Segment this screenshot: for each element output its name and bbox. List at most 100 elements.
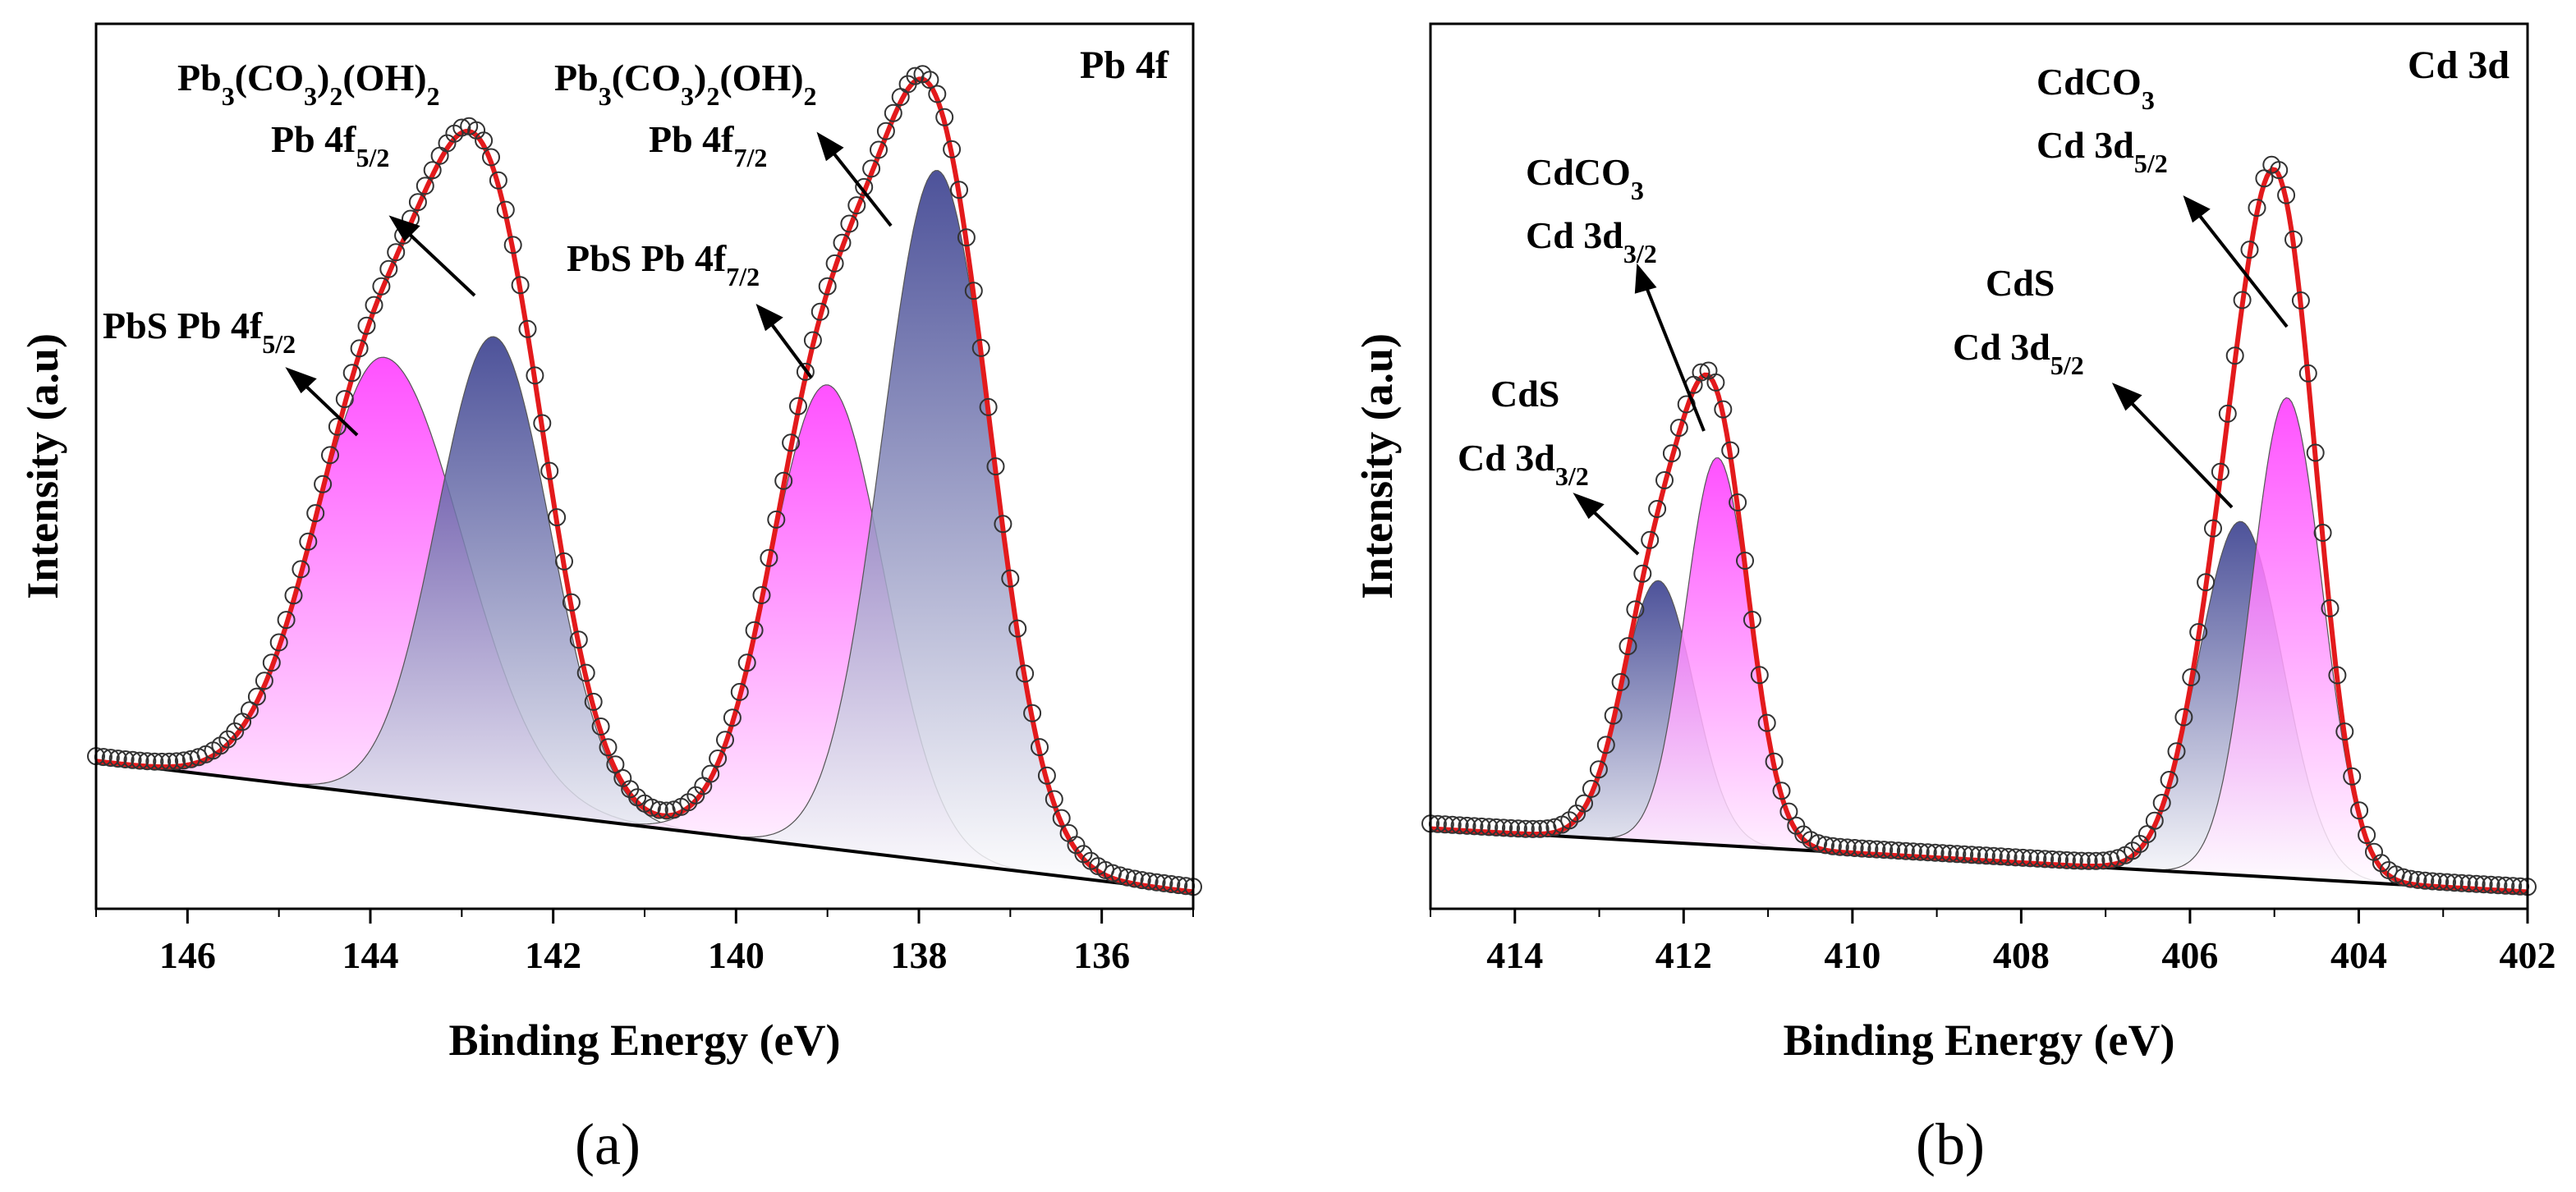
data-point-a	[1162, 875, 1181, 893]
data-point-a	[847, 196, 866, 215]
data-point-a	[730, 682, 749, 701]
corner-label-a: Pb 4f	[1080, 44, 1169, 87]
chart-panel-a: 146 144 142 140 138 136 Binding Energy (eV) I…	[18, 22, 1202, 1177]
data-point-b	[2313, 524, 2332, 542]
data-point-b	[1619, 637, 1637, 656]
data-point-a	[584, 692, 603, 711]
data-point-b	[2197, 573, 2216, 592]
data-point-a	[372, 277, 391, 296]
data-point-b	[2094, 851, 2113, 870]
data-point-a	[1110, 866, 1129, 885]
data-point-a	[810, 302, 829, 321]
annotation-cd3d52-cdco3-line2: Cd 3d5/2	[2036, 124, 2168, 178]
data-point-b	[1765, 752, 1784, 771]
data-point-b	[2445, 873, 2464, 892]
data-point-b	[1435, 815, 1454, 834]
data-point-a	[387, 243, 406, 262]
data-point-b	[2021, 849, 2040, 868]
data-point-a	[928, 85, 947, 103]
data-point-b	[1890, 841, 1908, 860]
data-point-a	[935, 108, 954, 126]
data-point-a	[986, 457, 1005, 476]
data-point-a	[153, 752, 172, 771]
data-point-a	[489, 171, 507, 190]
data-point-a	[752, 586, 771, 604]
data-point-a	[306, 504, 325, 523]
data-point-b	[2087, 851, 2105, 870]
data-point-a	[365, 296, 383, 314]
data-point-b	[1860, 840, 1879, 859]
data-point-b	[2064, 851, 2083, 870]
data-point-b	[1984, 846, 2003, 865]
data-point-b	[2225, 346, 2244, 365]
data-point-b	[2343, 767, 2362, 786]
data-point-a	[840, 214, 859, 233]
data-point-b	[2189, 623, 2208, 641]
data-point-a	[533, 414, 552, 433]
data-point-b	[2467, 874, 2486, 893]
data-point-a	[555, 552, 573, 571]
data-point-a	[642, 798, 661, 817]
data-point-b	[1487, 818, 1506, 837]
data-point-a	[884, 103, 902, 122]
data-point-b	[2218, 404, 2237, 423]
data-point-b	[1545, 818, 1564, 837]
data-point-b	[2109, 849, 2128, 868]
data-point-b	[1450, 816, 1469, 835]
data-point-a	[1016, 664, 1035, 683]
sub: 3	[222, 81, 235, 111]
data-point-b	[1662, 444, 1681, 463]
data-point-a	[716, 731, 734, 750]
data-point-b	[1480, 818, 1499, 837]
data-point-b	[2167, 742, 2186, 761]
data-point-b	[2006, 848, 2025, 867]
data-point-a	[321, 446, 339, 465]
data-point-b	[2043, 850, 2062, 869]
data-point-a	[796, 362, 815, 381]
data-point-b	[1502, 818, 1520, 837]
data-point-b	[1714, 400, 1733, 419]
data-point-b	[1948, 845, 1967, 864]
data-point-a	[1008, 619, 1027, 638]
data-point-b	[2255, 169, 2274, 188]
annotation-pbco3-right-line1: Pb3(CO3)2(OH)2	[554, 57, 817, 111]
data-point-a	[709, 750, 728, 768]
data-point-b	[2050, 850, 2069, 869]
annotation-arrows-b	[1573, 195, 2289, 556]
annotation-cds-32-line1: CdS	[1490, 373, 1559, 415]
annotation-arrows-a	[285, 131, 893, 437]
data-point-b	[2350, 801, 2369, 820]
data-point-b	[1465, 817, 1484, 836]
annotation-pbs-4f72: PbS Pb 4f7/2	[567, 237, 760, 291]
data-point-b	[1706, 373, 1725, 392]
data-point-b	[2489, 876, 2508, 895]
data-point-b	[2321, 598, 2340, 617]
data-point-b	[2248, 199, 2266, 218]
data-point-b	[1692, 363, 1710, 382]
data-point-a	[168, 752, 186, 771]
data-point-a	[818, 277, 837, 296]
data-point-b	[1882, 841, 1901, 860]
data-point-b	[1918, 843, 1937, 862]
data-point-a	[1169, 876, 1188, 895]
data-point-a	[562, 593, 581, 612]
data-point-b	[1838, 838, 1857, 857]
annotation-cd3d52-cds-line2: Cd 3d5/2	[1953, 326, 2084, 380]
data-point-b	[2079, 851, 2098, 870]
data-point-b	[1809, 834, 1828, 853]
data-point-a	[138, 752, 157, 771]
data-point-b	[1867, 840, 1886, 859]
data-point-b	[1896, 841, 1915, 860]
x-tick-label-b: 410	[1824, 934, 1880, 976]
annotation-pbs-4f52: PbS Pb 4f5/2	[103, 305, 296, 359]
data-point-b	[1669, 419, 1688, 438]
data-point-a	[569, 630, 588, 649]
data-point-b	[1655, 471, 1674, 489]
x-axis-ticks-a: 146 144 142 140 138 136	[95, 909, 1194, 976]
data-point-a	[576, 663, 595, 682]
x-tick-label-b: 406	[2161, 934, 2218, 976]
data-point-a	[379, 259, 398, 278]
data-point-a	[408, 193, 427, 212]
data-point-a	[767, 510, 786, 529]
data-point-b	[1999, 847, 2018, 866]
